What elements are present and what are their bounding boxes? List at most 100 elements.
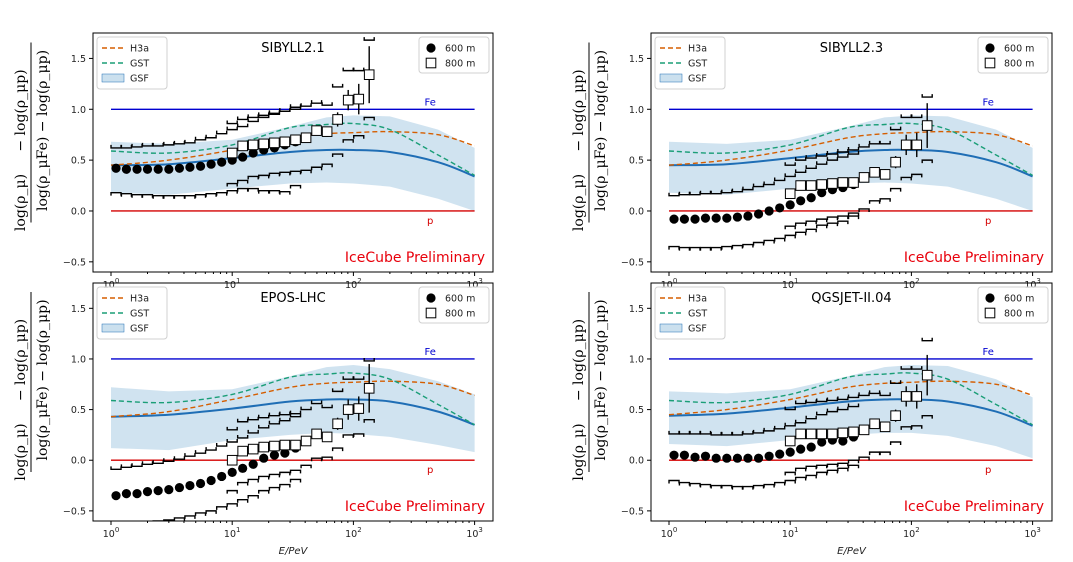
h3a-curve (668, 130, 1033, 166)
sys-bracket-high-800m (258, 112, 270, 117)
data-point-600m (690, 214, 700, 224)
data-point-600m (775, 449, 785, 459)
data-point-600m (817, 188, 827, 198)
data-point-600m (174, 163, 185, 173)
sys-bracket-low-600m (226, 189, 238, 194)
sys-bracket-high-800m (858, 143, 870, 148)
data-point-600m (785, 447, 795, 457)
sys-bracket-low-800m (837, 215, 849, 220)
data-point-600m (753, 209, 764, 219)
legend-label-marker: 800 m (1004, 309, 1034, 320)
sys-bracket-high-800m (363, 37, 375, 41)
data-point-600m (743, 453, 753, 463)
model-title: EPOS-LHC (260, 291, 325, 306)
y-label-numerator-right: − log(ρ_μp) (13, 319, 29, 401)
sys-bracket-high-600m (742, 186, 754, 191)
sys-bracket-high-600m (131, 463, 143, 468)
data-point-800m (858, 172, 870, 183)
sys-bracket-high-800m (300, 103, 312, 107)
data-point-800m (258, 138, 270, 150)
sys-bracket-low-600m (689, 246, 701, 251)
data-point-600m (153, 164, 163, 174)
data-point-600m (164, 164, 174, 174)
model-legend: H3a GST GSF (96, 36, 168, 90)
sys-bracket-low-800m (342, 139, 354, 143)
data-point-600m (806, 193, 816, 203)
data-point-800m (900, 139, 912, 151)
legend-label-gst: GST (130, 309, 149, 320)
sys-bracket-low-800m (258, 475, 270, 480)
y-label-numerator-left: log(ρ_μ) (13, 174, 29, 231)
legend-marker-800m (984, 57, 996, 69)
sys-bracket-low-600m (784, 479, 796, 484)
sys-bracket-low-600m (163, 195, 175, 199)
data-point-600m (185, 480, 195, 491)
sys-bracket-low-600m (152, 195, 164, 199)
sys-bracket-low-600m (215, 506, 228, 510)
sys-bracket-low-600m (826, 469, 839, 474)
sys-bracket-high-600m (268, 420, 281, 425)
sys-bracket-high-800m (911, 114, 923, 119)
x-tick-label: 101 (782, 277, 799, 291)
sys-bracket-high-800m (353, 67, 365, 72)
sys-bracket-low-600m (289, 184, 302, 189)
sys-bracket-high-800m (784, 406, 796, 411)
sys-bracket-high-800m (921, 337, 933, 342)
marker-legend-box (418, 36, 490, 74)
sys-bracket-low-800m (858, 456, 870, 461)
data-point-800m (311, 125, 322, 136)
sys-bracket-high-600m (184, 453, 196, 457)
sys-bracket-high-600m (773, 425, 786, 430)
sys-bracket-low-600m (784, 234, 796, 239)
gsf-band (669, 115, 1033, 211)
data-point-800m (237, 140, 248, 152)
sys-bracket-high-600m (289, 104, 302, 108)
sys-bracket-high-800m (321, 102, 333, 106)
data-point-800m (300, 435, 312, 447)
data-point-800m (784, 435, 796, 447)
data-point-600m (248, 459, 258, 469)
sys-bracket-high-800m (363, 357, 375, 362)
sys-bracket-low-600m (194, 194, 207, 198)
y-axis-label: log(ρ_μ) − log(ρ_μp) log(ρ_μFe) − log(ρ_μp… (13, 292, 51, 481)
marker-legend-box (418, 286, 490, 324)
data-point-600m (669, 214, 679, 224)
sys-bracket-high-600m (173, 456, 186, 460)
sys-bracket-low-800m (847, 459, 860, 464)
marker-legend: 600 m 800 m (977, 286, 1049, 324)
data-point-600m (732, 212, 743, 222)
data-point-600m (775, 203, 785, 213)
sys-bracket-low-600m (289, 478, 302, 483)
sys-bracket-high-800m (331, 83, 344, 88)
data-point-800m (795, 428, 806, 440)
data-point-600m (280, 448, 290, 458)
data-point-600m (248, 148, 258, 158)
reference-label-p: p (985, 465, 991, 476)
x-tick-label: 102 (345, 526, 362, 540)
data-point-800m (890, 410, 901, 421)
legend-marker-600m (426, 43, 436, 53)
data-point-600m (711, 453, 721, 463)
sys-bracket-high-800m (879, 392, 891, 397)
sys-bracket-low-800m (868, 451, 881, 456)
sys-bracket-low-800m (805, 465, 817, 470)
sys-bracket-low-600m (794, 231, 807, 236)
sys-bracket-high-800m (868, 390, 881, 395)
sys-bracket-low-600m (110, 191, 122, 196)
sys-bracket-low-600m (752, 241, 765, 246)
sys-bracket-high-800m (784, 162, 796, 166)
sys-bracket-low-600m (752, 484, 765, 489)
sys-bracket-low-800m (353, 433, 365, 437)
data-point-600m (238, 152, 248, 162)
data-point-600m (195, 161, 206, 171)
y-tick-label: 0.5 (71, 156, 86, 167)
sys-bracket-low-800m (911, 425, 923, 429)
data-point-800m (279, 439, 291, 451)
sys-bracket-high-600m (816, 411, 828, 416)
model-title: SIBYLL2.1 (261, 41, 324, 56)
sys-bracket-low-800m (321, 456, 333, 461)
sys-bracket-high-800m (300, 406, 312, 411)
axes-frame (92, 32, 494, 273)
sys-bracket-low-800m (784, 471, 796, 476)
